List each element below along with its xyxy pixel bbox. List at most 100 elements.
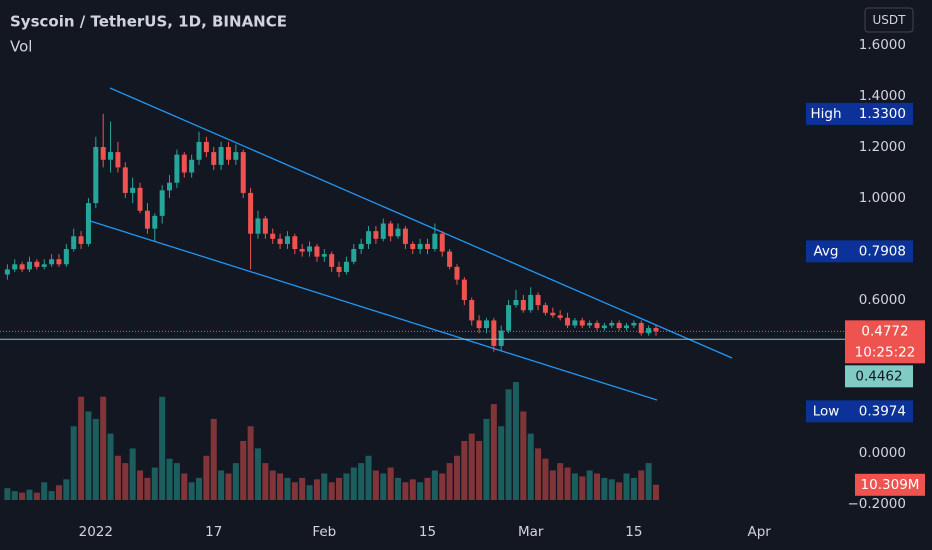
candle-body <box>366 231 372 244</box>
volume-bar <box>321 473 328 500</box>
candle-body <box>159 190 165 216</box>
candle-body <box>130 187 136 193</box>
candle-body <box>41 264 47 267</box>
volume-bar <box>48 491 55 500</box>
candle-body <box>579 320 585 326</box>
volume-bar <box>33 492 40 500</box>
volume-bar <box>608 479 615 500</box>
volume-bar <box>557 463 564 500</box>
volume-bar <box>299 477 306 500</box>
volume-bar <box>196 477 203 500</box>
countdown: 10:25:22 <box>855 344 916 360</box>
candle-body <box>358 243 364 250</box>
volume-bar <box>645 463 652 500</box>
stat-name: Low <box>813 403 840 419</box>
candle-body <box>454 266 460 280</box>
volume-bar <box>395 477 402 500</box>
volume-bar <box>350 467 357 500</box>
volume-bar <box>424 477 431 500</box>
candle-body <box>528 294 534 311</box>
candle-body <box>122 167 128 193</box>
candle-body <box>439 233 445 252</box>
volume-bar <box>387 467 394 500</box>
candle-body <box>181 154 187 173</box>
candle-body <box>410 243 416 250</box>
candle-body <box>638 322 644 334</box>
volume-bar <box>409 479 416 500</box>
volume-bar <box>535 448 542 500</box>
volume-bar <box>137 470 144 500</box>
currency[interactable]: USDT <box>873 13 907 27</box>
volume-bar <box>78 396 85 500</box>
volume-bar <box>284 477 291 500</box>
candle-body <box>373 231 379 239</box>
candle-body <box>609 322 615 326</box>
candle-body <box>461 279 467 301</box>
candle-body <box>476 320 482 329</box>
candle-body <box>491 320 497 346</box>
candle-body <box>343 261 349 272</box>
candle-body <box>535 294 541 306</box>
line-price-box <box>845 365 913 388</box>
x-tick-label: 2022 <box>79 524 113 540</box>
candle-body <box>12 264 18 270</box>
candle-body <box>498 330 504 346</box>
candle-body <box>240 152 246 193</box>
candle-body <box>34 261 40 267</box>
candle-body <box>115 152 121 168</box>
y-tick-label: 1.2000 <box>859 139 906 155</box>
candle-body <box>108 152 114 160</box>
candle-body <box>189 159 195 173</box>
candle-body <box>314 246 320 257</box>
volume-bar <box>218 470 225 500</box>
candle-body <box>299 249 305 252</box>
volume-bar <box>92 418 99 500</box>
chart-title: Syscoin / TetherUS, 1D, BINANCE <box>10 13 287 31</box>
candle-body <box>601 325 607 329</box>
x-tick-label: Apr <box>748 524 772 540</box>
candle-body <box>447 251 453 267</box>
volume-label-value: 10.309M <box>861 477 920 493</box>
volume-bar <box>247 426 254 500</box>
volume-bar <box>151 467 158 500</box>
currency-box[interactable] <box>864 7 914 33</box>
volume-bar <box>85 411 92 500</box>
volume-bar <box>483 418 490 500</box>
volume-bar <box>188 482 195 500</box>
volume-bar <box>446 463 453 500</box>
volume-bar <box>380 473 387 500</box>
candle-body <box>587 322 593 326</box>
candle-body <box>506 305 512 331</box>
volume-bar <box>100 396 107 500</box>
volume-bar <box>358 463 365 500</box>
candle-body <box>417 243 423 250</box>
volume-bar <box>549 470 556 500</box>
stat-value-box <box>846 400 913 423</box>
volume-bar <box>579 476 586 500</box>
candle-body <box>425 243 430 250</box>
candle-body <box>152 215 158 229</box>
volume-bar <box>616 482 623 500</box>
volume-bar <box>173 463 180 500</box>
volume-label: Vol <box>10 38 32 56</box>
candle-body <box>71 236 77 250</box>
volume-bar <box>159 396 166 500</box>
last-price-label: 0.4772 <box>861 323 908 339</box>
volume-bar <box>328 482 335 500</box>
candle-body <box>78 236 84 244</box>
candle-body <box>550 312 556 316</box>
candle-body <box>284 236 290 244</box>
volume-bar <box>343 473 350 500</box>
y-tick-label: 0.0000 <box>859 445 906 461</box>
volume-bar <box>505 389 512 500</box>
y-tick-label: 1.4000 <box>859 88 906 104</box>
x-tick-label: Mar <box>518 524 544 540</box>
candle-body <box>218 147 224 165</box>
candle-body <box>93 147 99 204</box>
x-tick-label: 15 <box>625 524 642 540</box>
candle-body <box>402 228 408 244</box>
candle-body <box>542 305 548 313</box>
candle-body <box>26 261 32 270</box>
volume-layer <box>4 382 659 500</box>
